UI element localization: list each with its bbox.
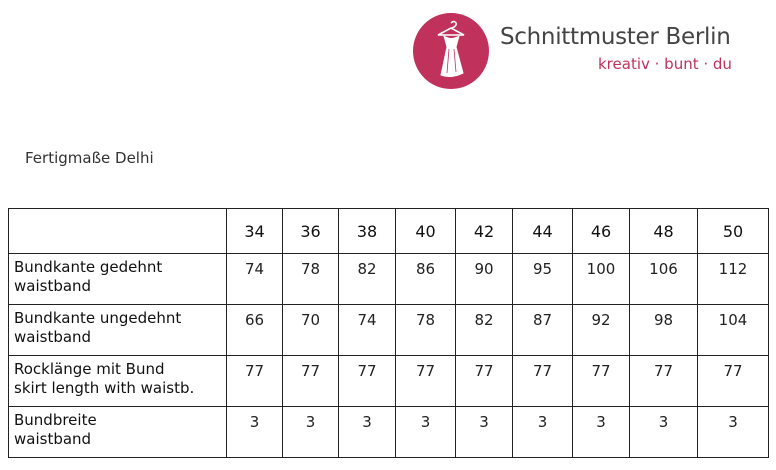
- table-cell: 3: [338, 406, 396, 458]
- row-sublabel: skirt length with waistb.: [14, 379, 195, 397]
- table-cell: 77: [282, 355, 339, 407]
- table-cell: 74: [226, 253, 283, 305]
- brand-logo: [413, 13, 489, 89]
- brand-name: Schnittmuster Berlin: [500, 24, 731, 50]
- table-cell: 87: [512, 304, 573, 356]
- table-corner-cell: [8, 208, 227, 254]
- size-header: 46: [572, 208, 630, 254]
- table-cell: 98: [629, 304, 698, 356]
- table-cell: 86: [395, 253, 456, 305]
- page-title: Fertigmaße Delhi: [25, 149, 154, 167]
- row-label: Bundkante ungedehnt: [14, 309, 182, 327]
- table-cell: 104: [697, 304, 769, 356]
- size-header: 50: [697, 208, 769, 254]
- table-cell: 82: [338, 253, 396, 305]
- size-header: 34: [226, 208, 283, 254]
- size-header: 44: [512, 208, 573, 254]
- table-cell: 3: [226, 406, 283, 458]
- size-table: 34 36 38 40 42 44 46 48 50 Bundkante ged…: [8, 208, 769, 458]
- table-row: Bundkante ungedehnt waistband 66 70 74 7…: [8, 304, 769, 356]
- table-cell: 3: [629, 406, 698, 458]
- table-cell: 77: [629, 355, 698, 407]
- row-label-cell: Bundkante ungedehnt waistband: [8, 304, 227, 356]
- table-cell: 106: [629, 253, 698, 305]
- table-cell: 77: [572, 355, 630, 407]
- table-cell: 3: [282, 406, 339, 458]
- table-cell: 3: [455, 406, 513, 458]
- table-cell: 92: [572, 304, 630, 356]
- table-cell: 74: [338, 304, 396, 356]
- table-cell: 100: [572, 253, 630, 305]
- table-cell: 95: [512, 253, 573, 305]
- table-row: Rocklänge mit Bund skirt length with wai…: [8, 355, 769, 407]
- table-cell: 77: [226, 355, 283, 407]
- table-cell: 78: [282, 253, 339, 305]
- table-cell: 3: [572, 406, 630, 458]
- row-sublabel: waistband: [14, 277, 92, 295]
- table-cell: 3: [395, 406, 456, 458]
- table-cell: 82: [455, 304, 513, 356]
- table-cell: 77: [338, 355, 396, 407]
- row-label: Rocklänge mit Bund: [14, 360, 165, 378]
- size-header: 42: [455, 208, 513, 254]
- table-cell: 3: [512, 406, 573, 458]
- size-header: 48: [629, 208, 698, 254]
- table-row: Bundbreite waistband 3 3 3 3 3 3 3 3 3: [8, 406, 769, 458]
- table-cell: 77: [455, 355, 513, 407]
- table-cell: 77: [697, 355, 769, 407]
- table-cell: 90: [455, 253, 513, 305]
- row-sublabel: waistband: [14, 328, 92, 346]
- table-cell: 78: [395, 304, 456, 356]
- table-row: Bundkante gedehnt waistband 74 78 82 86 …: [8, 253, 769, 305]
- row-label-cell: Rocklänge mit Bund skirt length with wai…: [8, 355, 227, 407]
- row-label: Bundkante gedehnt: [14, 258, 163, 276]
- brand-tagline: kreativ · bunt · du: [598, 55, 732, 73]
- row-label-cell: Bundbreite waistband: [8, 406, 227, 458]
- table-cell: 3: [697, 406, 769, 458]
- size-header: 38: [338, 208, 396, 254]
- table-cell: 112: [697, 253, 769, 305]
- row-label: Bundbreite: [14, 411, 97, 429]
- table-cell: 66: [226, 304, 283, 356]
- size-header: 36: [282, 208, 339, 254]
- table-cell: 77: [512, 355, 573, 407]
- row-sublabel: waistband: [14, 430, 92, 448]
- size-header: 40: [395, 208, 456, 254]
- table-cell: 77: [395, 355, 456, 407]
- table-header-row: 34 36 38 40 42 44 46 48 50: [8, 208, 769, 254]
- table-cell: 70: [282, 304, 339, 356]
- row-label-cell: Bundkante gedehnt waistband: [8, 253, 227, 305]
